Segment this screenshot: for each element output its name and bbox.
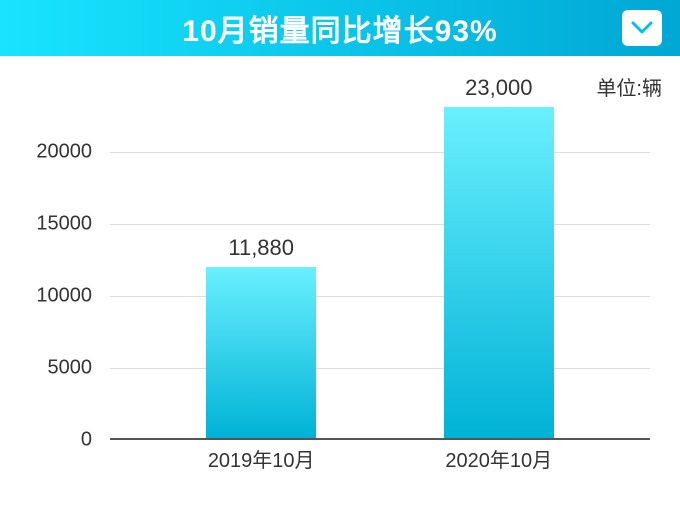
chart-title: 10月销量同比增长93% — [182, 6, 497, 50]
chart-area: 0 5000 10000 15000 20000 11,880 23,000 2019年1… — [20, 80, 660, 480]
y-tick-label: 0 — [81, 429, 92, 452]
y-tick-label: 10000 — [36, 285, 92, 308]
chart-container: 10月销量同比增长93% 单位:辆 05000100001500020000 1… — [0, 0, 680, 510]
bar-value-label: 23,000 — [444, 75, 554, 101]
dropdown-badge[interactable] — [622, 10, 662, 46]
gridline — [110, 152, 650, 153]
gridline — [110, 224, 650, 225]
header-bar: 10月销量同比增长93% — [0, 0, 680, 56]
bar: 23,000 — [444, 107, 554, 438]
x-tick-label: 2020年10月 — [445, 444, 552, 473]
bar: 11,880 — [206, 267, 316, 438]
gridline — [110, 296, 650, 297]
chevron-down-icon — [631, 21, 653, 35]
y-tick-label: 5000 — [48, 357, 93, 380]
y-tick-label: 15000 — [36, 213, 92, 236]
plot-area: 11,880 23,000 — [110, 80, 650, 440]
y-tick-label: 20000 — [36, 141, 92, 164]
x-axis: 2019年10月 2020年10月 — [110, 444, 650, 478]
gridline — [110, 368, 650, 369]
bar-value-label: 11,880 — [206, 235, 316, 261]
y-axis: 05000100001500020000 — [20, 80, 100, 440]
x-tick-label: 2019年10月 — [208, 444, 315, 473]
